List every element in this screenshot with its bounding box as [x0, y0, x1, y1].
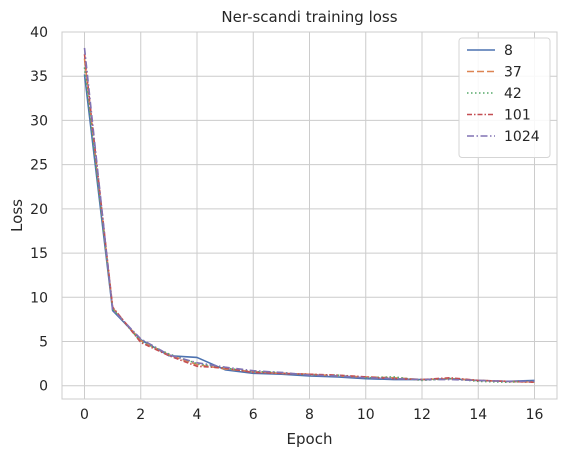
y-tick-label: 15	[30, 246, 48, 262]
legend-label-8: 8	[504, 43, 513, 59]
legend-box	[458, 37, 551, 158]
x-tick-label: 14	[469, 407, 487, 423]
x-tick-label: 0	[80, 407, 89, 423]
legend-label-42: 42	[504, 86, 522, 102]
x-tick-label: 8	[305, 407, 314, 423]
y-tick-label: 5	[39, 335, 48, 351]
y-tick-label: 35	[30, 69, 48, 85]
y-axis-label: Loss	[8, 199, 26, 232]
series-line-1024	[83, 47, 535, 383]
chart-title: Ner-scandi training loss	[221, 8, 397, 26]
legend-label-1024: 1024	[504, 129, 540, 145]
x-tick-label: 6	[249, 407, 258, 423]
x-tick-label: 16	[526, 407, 544, 423]
y-tick-label: 40	[30, 25, 48, 41]
legend-label-101: 101	[504, 108, 531, 124]
y-tick-label: 0	[39, 379, 48, 395]
x-tick-label: 2	[136, 407, 145, 423]
y-tick-label: 30	[30, 113, 48, 129]
series-layer	[83, 47, 535, 384]
x-tick-label: 4	[193, 407, 202, 423]
x-tick-label: 12	[413, 407, 431, 423]
x-tick-label: 10	[357, 407, 375, 423]
legend: 8 37 42 101 1024	[458, 37, 551, 158]
x-axis-label: Epoch	[287, 430, 333, 448]
series-line-101	[83, 54, 535, 383]
y-tick-label: 25	[30, 158, 48, 174]
y-tick-label: 10	[30, 290, 48, 306]
legend-label-37: 37	[504, 65, 522, 81]
y-tick-label: 20	[30, 202, 48, 218]
ticks: 0 2 4 6 8 10 12 14 16 0 5 10 15 20 25 30 35 40	[30, 25, 543, 423]
